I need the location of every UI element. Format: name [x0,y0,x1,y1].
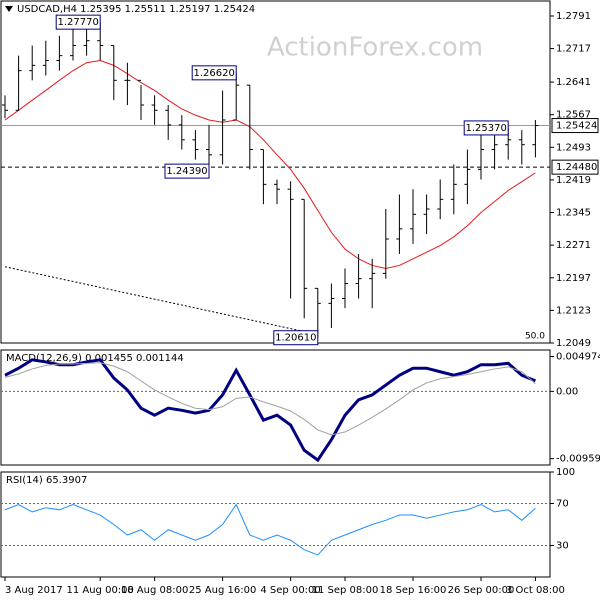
watermark: ActionForex.com [267,33,483,63]
y-tick-label: 1.2419 [556,175,591,186]
chart-title: USDCAD,H4 1.25395 1.25511 1.25197 1.2542… [17,4,255,15]
rsi-title: RSI(14) 65.3907 [6,475,87,486]
x-tick-label: 11 Aug 00:00 [66,585,133,596]
macd-title: MACD(12,26,9) 0.001455 0.001144 [6,353,184,364]
y-tick-label: 1.2641 [556,77,591,88]
annotation-label: 1.20610 [275,333,316,344]
y-tick-label: 1.2197 [556,273,591,284]
y-tick-label: 1.2791 [556,11,591,22]
y-tick-label: 1.2049 [556,338,591,349]
trendline [4,266,305,333]
annotation-box [191,65,237,81]
y-tick-label: 0.004974 [556,351,600,362]
y-tick-label: 1.2493 [556,142,591,153]
x-tick-label: 3 Oct 08:00 [506,585,565,596]
x-tick-label: 25 Aug 16:00 [189,585,256,596]
macd-panel [0,349,551,466]
support-box [551,159,599,175]
moving-average [4,59,536,270]
y-tick-label: 1.2123 [556,305,591,316]
annotation-label: 1.25370 [466,123,507,134]
y-tick-label: 30 [556,541,569,552]
annotation-box [463,120,509,136]
annotation-label: 1.27770 [58,17,99,28]
support-label: 1.24480 [556,162,597,173]
current-price-box [551,118,599,134]
x-tick-label: 11 Sep 08:00 [312,585,379,596]
annotation-label: 1.24390 [166,166,207,177]
y-tick-label: 1.2717 [556,44,591,55]
y-tick-label: 1.2345 [556,208,591,219]
annotation-box [164,163,210,179]
indicator-line [4,503,536,556]
annotation-box [273,330,319,346]
x-tick-label: 18 Aug 08:00 [121,585,188,596]
y-tick-label: 1.2271 [556,240,591,251]
y-tick-label: 1.2567 [556,110,591,121]
current-price-label: 1.25424 [556,121,597,132]
x-tick-label: 3 Aug 2017 [5,585,63,596]
y-tick-label: 100 [556,467,575,478]
annotation-label: 1.26620 [194,68,235,79]
fib-label: 50.0 [525,332,545,342]
indicator-line [4,362,536,436]
annotation-box [55,14,101,30]
x-tick-label: 18 Sep 16:00 [380,585,447,596]
indicator-line [4,358,536,463]
y-tick-label: 70 [556,499,569,510]
rsi-panel [0,471,551,578]
y-tick-label: -0.009591 [556,454,600,465]
x-tick-label: 26 Sep 00:00 [448,585,515,596]
y-tick-label: 0.00 [556,386,578,397]
symbol-arrow [5,6,13,12]
x-tick-label: 4 Sep 00:00 [260,585,320,596]
